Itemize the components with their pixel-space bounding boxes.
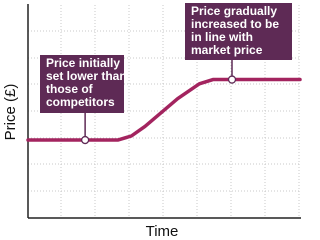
price-line: [26, 77, 302, 142]
y-axis-title: Price (£): [2, 84, 19, 141]
annotation-text: set lower than: [46, 69, 127, 83]
annotation-text: increased to be: [191, 17, 279, 31]
annotation-text: market price: [191, 43, 263, 57]
annotation-point: [227, 75, 237, 84]
annotation-point: [80, 135, 90, 145]
annotation-text: Price initially: [46, 56, 120, 70]
x-axis-title: Time: [146, 223, 179, 239]
annotation-box: [185, 3, 292, 60]
annotation-box: [40, 55, 124, 113]
annotation-text: those of: [46, 82, 94, 96]
annotation-text: in line with: [191, 30, 253, 44]
annotation-text: competitors: [46, 95, 115, 109]
annotation-text: Price gradually: [191, 4, 277, 18]
